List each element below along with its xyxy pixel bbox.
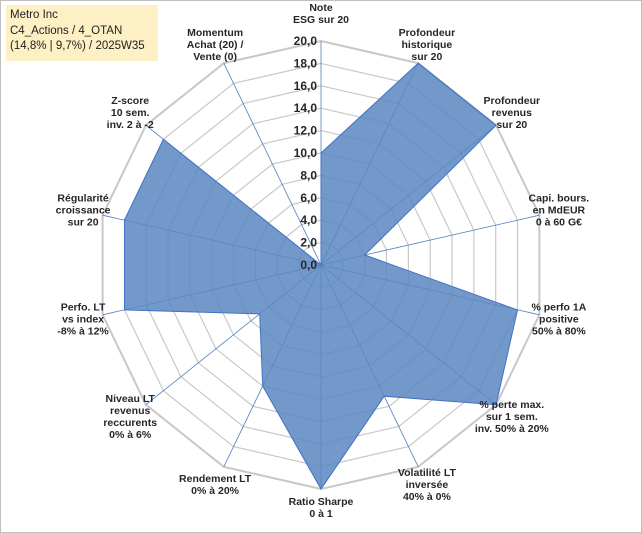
axis-label-line: en MdEUR [533, 205, 586, 217]
category-label: C4_Actions / 4_OTAN [10, 24, 123, 37]
axis-label: % perte max. sur 1 sem. inv. 50% à 20% [475, 399, 550, 435]
info-box: Metro Inc C4_Actions / 4_OTAN (14,8% | 9… [6, 5, 158, 61]
axis-label-line: % perfo 1A [531, 301, 586, 313]
axis-label: Note ESG sur 20 [293, 2, 349, 26]
radial-tick-label: 16,0 [294, 79, 318, 93]
axis-label: Profondeur revenus sur 20 [484, 95, 541, 131]
axis-label-line: sur 20 [68, 217, 99, 229]
axis-label-line: sur 20 [411, 51, 442, 63]
series-area [124, 62, 519, 490]
radar-series [124, 62, 519, 490]
axis-label-line: Z-score [111, 95, 149, 107]
axis-label-line: inversée [406, 479, 449, 491]
axis-label-line: Profondeur [399, 27, 456, 39]
axis-label: Niveau LT revenus reccurents 0% à 6% [103, 393, 157, 441]
performance-stats: (14,8% | 9,7%) / 2025W35 [10, 40, 145, 52]
axis-label-line: sur 1 sem. [486, 411, 538, 423]
radial-tick-label: 4,0 [300, 213, 317, 227]
axis-label: Perfo. LT vs index -8% à 12% [57, 301, 109, 337]
axis-label-line: Achat (20) / [187, 39, 244, 51]
axis-label-line: 0 à 1 [309, 508, 333, 520]
axis-label-line: Vente (0) [193, 51, 237, 63]
axis-label: Rendement LT 0% à 20% [179, 473, 252, 497]
axis-label-line: ESG sur 20 [293, 14, 349, 26]
radial-tick-label: 18,0 [294, 56, 318, 70]
radial-tick-label: 14,0 [294, 101, 318, 115]
axis-label: Ratio Sharpe 0 à 1 [289, 496, 354, 520]
radial-tick-label: 8,0 [300, 168, 317, 182]
axis-label: Capi. bours. en MdEUR 0 à 60 G€ [529, 193, 590, 229]
axis-label-line: Perfo. LT [61, 301, 106, 313]
axis-label-line: revenus [492, 107, 532, 119]
axis-label-line: positive [539, 313, 579, 325]
axis-label-line: croissance [56, 205, 111, 217]
axis-label-line: Profondeur [484, 95, 541, 107]
axis-label-line: 10 sem. [111, 107, 150, 119]
radial-tick-label: 20,0 [294, 34, 318, 48]
radial-tick-label: 0,0 [300, 258, 317, 272]
axis-label-line: 0% à 20% [191, 485, 240, 497]
axis-label-line: Momentum [187, 27, 243, 39]
axis-label-line: 50% à 80% [532, 325, 586, 337]
axis-label-line: Rendement LT [179, 473, 252, 485]
radar-spoke [223, 63, 322, 266]
radial-tick-label: 12,0 [294, 124, 318, 138]
axis-label: % perfo 1A positive 50% à 80% [531, 301, 586, 337]
axis-label-line: Ratio Sharpe [289, 496, 354, 508]
axis-label-line: Niveau LT [105, 393, 155, 405]
axis-label-line: vs index [62, 313, 104, 325]
company-name: Metro Inc [10, 9, 58, 21]
axis-label-line: inv. 2 à -2 [107, 119, 154, 131]
axis-label-line: -8% à 12% [57, 325, 109, 337]
axis-label-line: Note [309, 2, 332, 14]
axis-label-line: 0 à 60 G€ [536, 217, 582, 229]
axis-label-line: % perte max. [479, 399, 544, 411]
axis-label-line: 0% à 6% [109, 429, 152, 441]
radial-tick-labels: 0,0 2,0 4,0 6,0 8,0 10,0 12,0 14,0 16,0 18,0 20,0 [294, 34, 318, 272]
axis-label-line: historique [402, 39, 453, 51]
axis-label-line: Régularité [57, 193, 109, 205]
radial-tick-label: 6,0 [300, 191, 317, 205]
axis-label-line: reccurents [103, 417, 157, 429]
axis-label: Profondeur historique sur 20 [399, 27, 456, 63]
radial-tick-label: 10,0 [294, 146, 318, 160]
axis-label-line: 40% à 0% [403, 491, 452, 503]
axis-label: Volatilité LT inversée 40% à 0% [398, 467, 457, 503]
axis-label: Régularité croissance sur 20 [56, 193, 111, 229]
radial-tick-label: 2,0 [300, 236, 317, 250]
axis-label-line: Capi. bours. [529, 193, 590, 205]
axis-label: Z-score 10 sem. inv. 2 à -2 [107, 95, 154, 131]
axis-label-line: inv. 50% à 20% [475, 423, 550, 435]
axis-label-line: Volatilité LT [398, 467, 457, 479]
axis-label-line: revenus [110, 405, 150, 417]
axis-label-line: sur 20 [496, 119, 527, 131]
axis-label: Momentum Achat (20) / Vente (0) [187, 27, 244, 63]
